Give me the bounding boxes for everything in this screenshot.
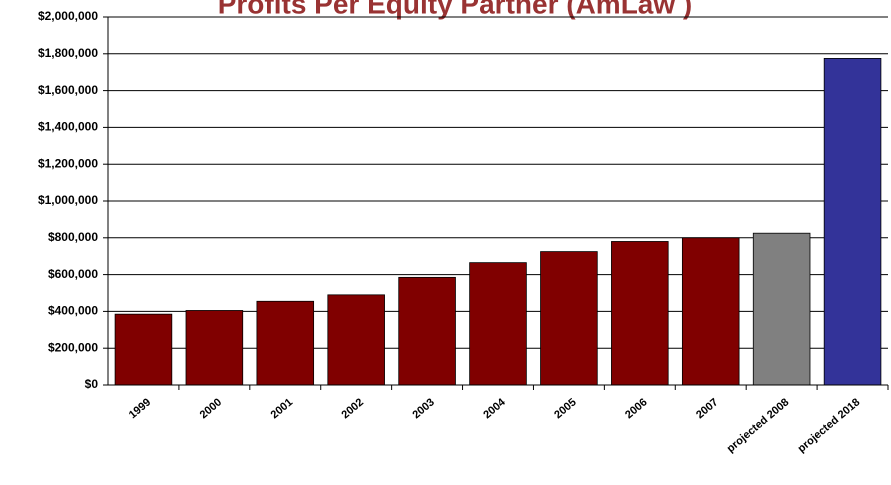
y-tick-label: $400,000: [48, 304, 98, 318]
bar: [752, 232, 811, 386]
y-tick-label: $600,000: [48, 267, 98, 281]
y-tick-label: $0: [85, 377, 99, 391]
y-tick-label: $1,000,000: [38, 193, 98, 207]
y-tick-label: $800,000: [48, 230, 98, 244]
bar: [114, 313, 173, 386]
x-tick-label: 2000: [198, 396, 224, 421]
x-tick-label: 2004: [481, 396, 508, 421]
y-tick-label: $200,000: [48, 340, 98, 354]
x-tick-label: 2007: [694, 396, 720, 421]
bar: [681, 237, 740, 386]
bar: [256, 300, 315, 386]
x-tick-label: 2001: [269, 396, 295, 421]
y-tick-label: $1,200,000: [38, 156, 98, 170]
x-tick-label: 2005: [552, 396, 578, 421]
bar: [540, 251, 598, 386]
y-tick-label: $1,400,000: [38, 120, 98, 134]
chart-title: Profits Per Equity Partner (AmLaw ): [218, 0, 693, 19]
x-tick-label: 2006: [623, 396, 649, 421]
y-tick-label: $1,800,000: [38, 46, 98, 60]
x-tick-label: 1999: [127, 396, 153, 421]
x-tick-label: 2003: [410, 396, 436, 421]
bar: [611, 241, 669, 386]
bar: [398, 276, 456, 386]
x-tick-label: 2002: [340, 396, 366, 421]
x-tick-label: projected 2008: [725, 396, 792, 455]
x-tick-label: projected 2018: [796, 396, 863, 455]
bar: [823, 58, 882, 386]
bar: [185, 310, 244, 386]
y-tick-label: $1,600,000: [38, 83, 98, 97]
y-tick-label: $2,000,000: [38, 9, 98, 23]
bar: [327, 294, 385, 386]
bar: [469, 262, 527, 386]
